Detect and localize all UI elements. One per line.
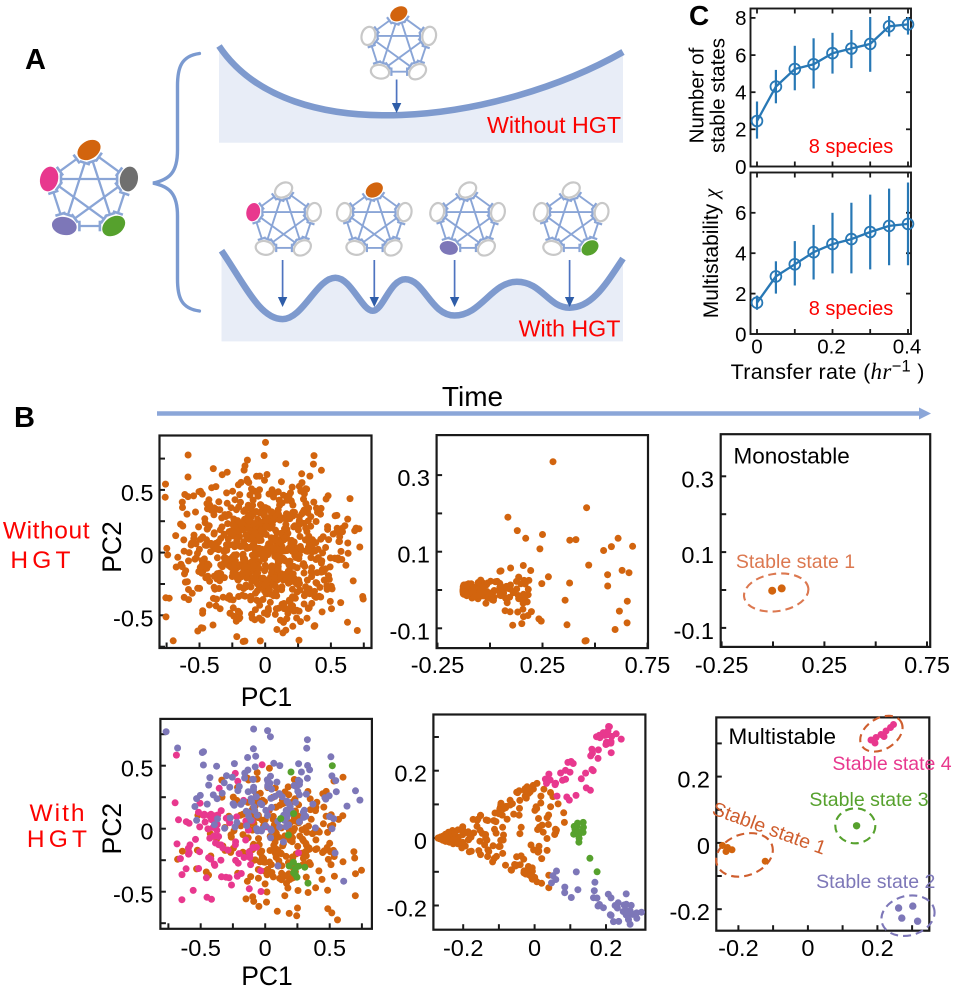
svg-text:Multistable: Multistable <box>729 724 837 749</box>
svg-text:8 species: 8 species <box>809 298 894 320</box>
svg-text:C: C <box>689 0 709 31</box>
svg-text:0: 0 <box>414 828 427 854</box>
svg-text:8: 8 <box>735 7 746 30</box>
svg-text:Stable state 4: Stable state 4 <box>832 753 951 775</box>
svg-text:0.25: 0.25 <box>801 652 847 678</box>
svg-text:-0.2: -0.2 <box>443 935 484 961</box>
svg-text:6: 6 <box>735 44 746 67</box>
svg-text:With: With <box>30 800 87 827</box>
svg-text:With HGT: With HGT <box>519 316 621 342</box>
svg-text:0.4: 0.4 <box>893 336 922 359</box>
svg-text:4: 4 <box>735 243 746 266</box>
svg-text:0.25: 0.25 <box>520 652 566 678</box>
svg-text:8 species: 8 species <box>809 136 894 158</box>
svg-text:2: 2 <box>735 119 746 142</box>
svg-text:PC1: PC1 <box>241 961 293 991</box>
svg-text:0.3: 0.3 <box>681 466 714 492</box>
svg-text:0.75: 0.75 <box>904 652 950 678</box>
svg-text:0.2: 0.2 <box>394 761 427 787</box>
svg-text:Without HGT: Without HGT <box>487 112 621 138</box>
svg-text:Stable state 3: Stable state 3 <box>809 789 928 811</box>
svg-text:0: 0 <box>140 819 153 845</box>
svg-text:HGT: HGT <box>27 826 91 853</box>
svg-text:Multistability χ: Multistability χ <box>699 188 723 318</box>
svg-text:Without: Without <box>3 518 90 545</box>
svg-text:A: A <box>25 44 46 76</box>
svg-text:-0.5: -0.5 <box>179 652 220 678</box>
svg-text:-0.25: -0.25 <box>411 652 465 678</box>
svg-text:4: 4 <box>735 82 746 105</box>
svg-text:Stable state 1: Stable state 1 <box>736 551 855 573</box>
svg-text:PC1: PC1 <box>241 682 293 712</box>
svg-text:0.1: 0.1 <box>397 542 430 568</box>
svg-text:-0.5: -0.5 <box>113 605 154 631</box>
svg-text:0.2: 0.2 <box>817 336 846 359</box>
svg-text:0: 0 <box>259 935 272 961</box>
svg-text:0.5: 0.5 <box>315 652 348 678</box>
svg-text:PC2: PC2 <box>97 803 127 855</box>
svg-text:0: 0 <box>528 935 541 961</box>
svg-text:-0.2: -0.2 <box>670 899 711 925</box>
svg-text:PC2: PC2 <box>97 521 127 573</box>
svg-text:0.5: 0.5 <box>121 756 154 782</box>
svg-text:6: 6 <box>735 202 746 225</box>
svg-text:Time: Time <box>442 381 503 412</box>
svg-text:B: B <box>14 402 35 434</box>
svg-text:HGT: HGT <box>10 547 74 574</box>
svg-text:2: 2 <box>735 283 746 306</box>
svg-text:0.1: 0.1 <box>681 542 714 568</box>
svg-text:Number of: Number of <box>686 47 709 143</box>
svg-text:0: 0 <box>140 543 153 569</box>
svg-text:0.3: 0.3 <box>397 465 430 491</box>
svg-text:0.5: 0.5 <box>121 480 154 506</box>
svg-text:0: 0 <box>735 323 746 346</box>
svg-text:-0.5: -0.5 <box>180 935 221 961</box>
svg-text:-0.25: -0.25 <box>695 652 749 678</box>
svg-text:0: 0 <box>259 652 272 678</box>
svg-text:0.5: 0.5 <box>313 935 346 961</box>
svg-text:Monostable: Monostable <box>734 444 850 469</box>
svg-text:0.2: 0.2 <box>590 935 623 961</box>
svg-text:0: 0 <box>751 336 762 359</box>
svg-text:stable states: stable states <box>707 38 730 153</box>
svg-text:-0.1: -0.1 <box>674 618 715 644</box>
svg-text:-0.2: -0.2 <box>718 935 759 961</box>
svg-text:-0.1: -0.1 <box>390 618 431 644</box>
svg-text:Stable state 2: Stable state 2 <box>816 871 935 893</box>
svg-text:0.2: 0.2 <box>677 767 710 793</box>
svg-text:0.2: 0.2 <box>861 935 894 961</box>
svg-text:0: 0 <box>697 833 710 859</box>
svg-text:0: 0 <box>735 156 746 179</box>
svg-text:0: 0 <box>801 935 814 961</box>
svg-text:-0.5: -0.5 <box>113 882 154 908</box>
svg-text:0.75: 0.75 <box>625 652 671 678</box>
svg-text:-0.2: -0.2 <box>387 896 428 922</box>
